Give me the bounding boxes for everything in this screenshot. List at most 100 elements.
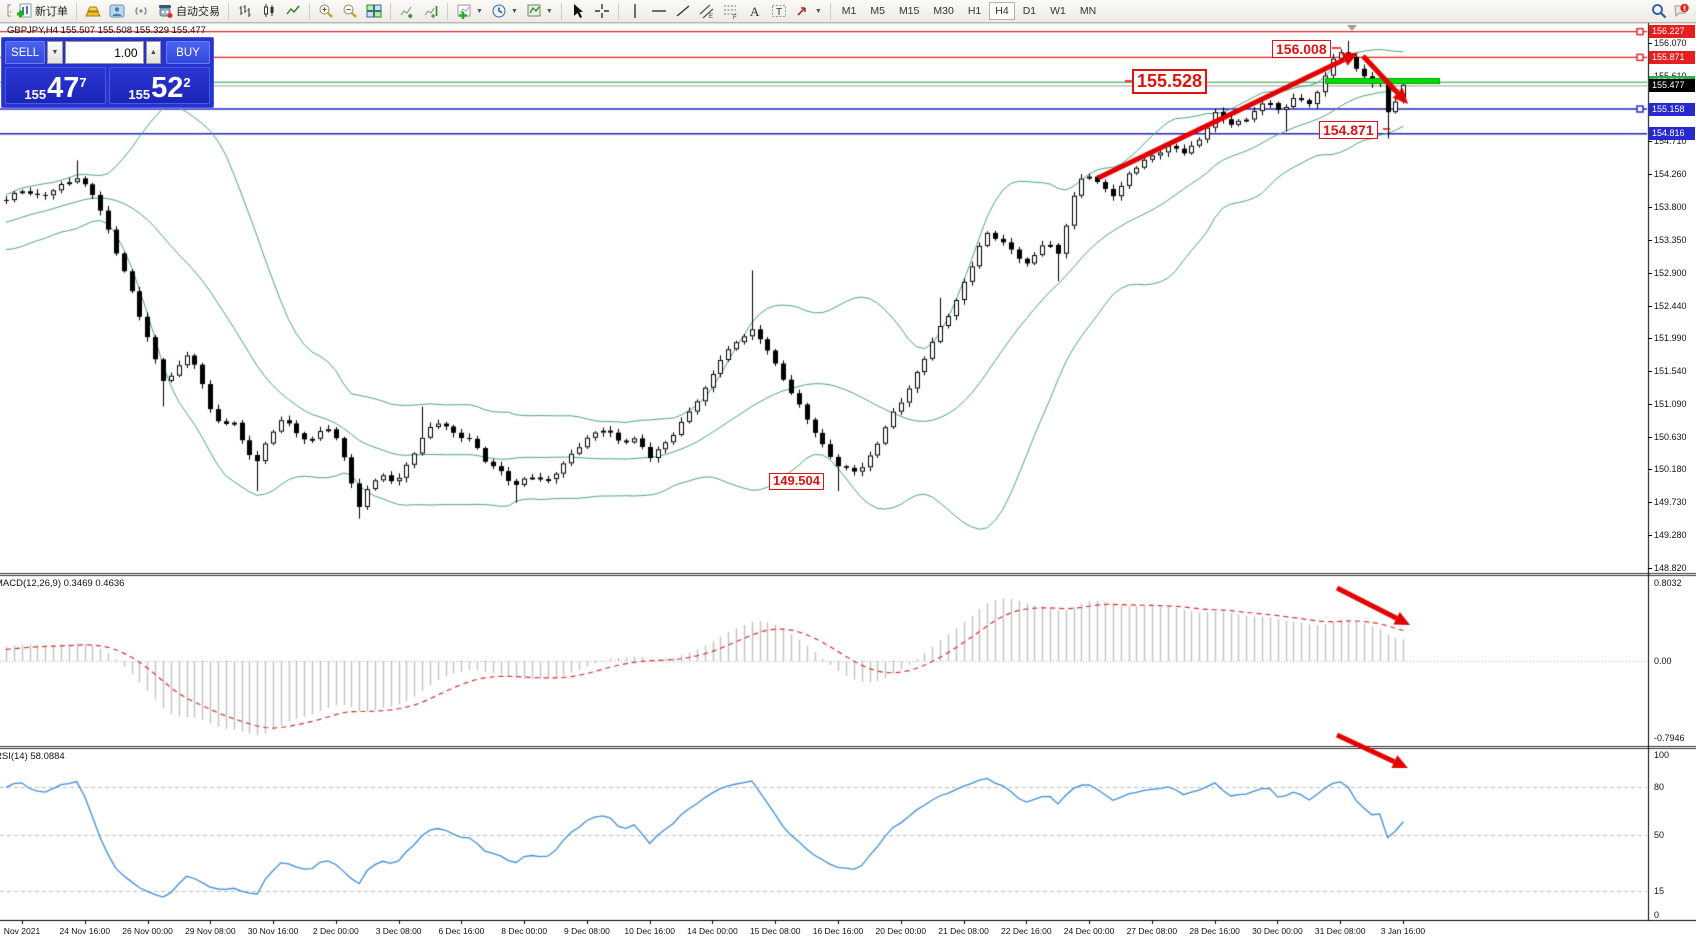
bar-chart-icon xyxy=(239,5,251,17)
templates-button[interactable]: ▼ xyxy=(523,1,556,21)
notification-icon[interactable] xyxy=(1673,3,1689,19)
buy-button[interactable]: BUY xyxy=(165,41,210,64)
price-tick-label: 151.090 xyxy=(1654,398,1687,409)
macd-axis-label: 0.8032 xyxy=(1654,578,1682,589)
trendline-icon xyxy=(676,5,690,17)
price-tick-mark xyxy=(1648,174,1652,176)
arrows-tool-button[interactable]: ▼ xyxy=(792,1,825,21)
vertical-line-icon xyxy=(634,4,636,18)
timeframe-h1[interactable]: H1 xyxy=(967,5,982,17)
zoom-out-button[interactable] xyxy=(339,1,361,21)
price-annotation-label[interactable]: 156.008 xyxy=(1272,40,1331,59)
buy-price-tile[interactable]: 155 52 2 xyxy=(109,67,210,104)
volume-decrease-button[interactable]: ▼ xyxy=(47,41,63,64)
timeframe-d1[interactable]: D1 xyxy=(1022,5,1037,17)
chart-shift-button[interactable] xyxy=(420,1,442,21)
date-label: 3 Jan 16:00 xyxy=(1380,926,1426,936)
timeframe-m5[interactable]: M5 xyxy=(870,5,885,17)
alerts-button[interactable] xyxy=(130,1,152,21)
new-order-label: 新订单 xyxy=(35,6,68,18)
macd-axis-label: 0.00 xyxy=(1654,656,1672,666)
price-tick-label: 153.800 xyxy=(1654,202,1687,213)
label-tool-button[interactable]: T xyxy=(768,1,790,21)
svg-text:E: E xyxy=(709,14,713,19)
date-label: 10 Dec 16:00 xyxy=(624,926,675,936)
new-order-icon xyxy=(17,3,32,18)
date-label: 27 Dec 08:00 xyxy=(1126,926,1178,936)
sell-button[interactable]: SELL xyxy=(5,41,46,64)
indicators-button[interactable]: ▼ xyxy=(453,1,486,21)
date-label: 31 Dec 08:00 xyxy=(1314,926,1366,936)
volume-increase-button[interactable]: ▲ xyxy=(145,41,161,64)
toolbar-separator xyxy=(76,2,77,20)
line-chart-mode-button[interactable] xyxy=(282,1,304,21)
hline-tool-button[interactable] xyxy=(648,1,670,21)
rsi-axis-label: 15 xyxy=(1654,886,1665,896)
zoom-in-button[interactable] xyxy=(315,1,337,21)
price-tick-mark xyxy=(1648,272,1652,274)
candle-chart-mode-button[interactable] xyxy=(258,1,280,21)
autotrading-button[interactable]: 自动交易 xyxy=(154,1,223,21)
timeframe-h4[interactable]: H4 xyxy=(989,2,1015,20)
timeframe-m15[interactable]: M15 xyxy=(898,5,920,17)
sell-price-tile[interactable]: 155 47 7 xyxy=(5,67,106,104)
price-tick-mark xyxy=(1648,207,1652,209)
date-label: 14 Dec 00:00 xyxy=(687,926,738,936)
timeframe-w1[interactable]: W1 xyxy=(1050,5,1066,17)
auto-scroll-icon xyxy=(400,6,413,19)
price-axis[interactable]: 156.070155.610154.710154.260153.800153.3… xyxy=(1648,23,1696,920)
line-chart-icon xyxy=(286,5,300,15)
arrow-objects-icon xyxy=(797,7,806,16)
timeframe-mn[interactable]: MN xyxy=(1079,5,1097,17)
rsi-axis-label: 0 xyxy=(1654,910,1660,920)
price-annotation-label[interactable]: 154.871 xyxy=(1319,121,1378,140)
chevron-down-icon: ▼ xyxy=(476,7,483,15)
tile-windows-button[interactable] xyxy=(363,1,385,21)
date-label: 20 Dec 00:00 xyxy=(875,926,927,936)
price-annotation-label[interactable]: 149.504 xyxy=(769,473,824,490)
price-tick-mark xyxy=(1648,469,1652,471)
cursor-tool-button[interactable] xyxy=(567,1,589,21)
sound-waves-icon xyxy=(135,7,147,15)
timeframe-m1[interactable]: M1 xyxy=(841,5,857,17)
price-annotation-label[interactable]: 155.528 xyxy=(1132,69,1208,94)
buy-price-sup: 2 xyxy=(183,75,191,90)
bar-chart-mode-button[interactable] xyxy=(234,1,256,21)
auto-scroll-button[interactable] xyxy=(396,1,418,21)
text-tool-button[interactable]: A xyxy=(744,1,766,21)
price-tick-label: 148.820 xyxy=(1654,562,1687,573)
sell-price-sup: 7 xyxy=(79,75,87,90)
community-button[interactable] xyxy=(106,1,128,21)
search-icon[interactable] xyxy=(1651,3,1667,19)
periods-button[interactable]: ▼ xyxy=(488,1,521,21)
trendline-tool-button[interactable] xyxy=(672,1,694,21)
vline-tool-button[interactable] xyxy=(624,1,646,21)
time-axis[interactable]: Nov 2021 24 Nov 16:00 26 Nov 00:00 29 Nov 0… xyxy=(0,920,1648,942)
date-label: Nov 2021 xyxy=(3,926,41,936)
volume-input[interactable] xyxy=(64,41,144,64)
indicators-icon xyxy=(457,4,471,19)
price-tick-label: 154.260 xyxy=(1654,169,1687,180)
timeframe-m30[interactable]: M30 xyxy=(933,5,954,17)
gold-button[interactable] xyxy=(82,1,104,21)
text-label-icon: T xyxy=(771,5,786,18)
date-label: 26 Nov 00:00 xyxy=(122,926,173,936)
price-tick-mark xyxy=(1648,43,1652,44)
new-order-button[interactable]: 新订单 xyxy=(13,1,71,21)
price-tick-label: 152.900 xyxy=(1654,267,1687,278)
fibonacci-tool-button[interactable]: F xyxy=(720,1,742,21)
price-tick-label: 149.280 xyxy=(1654,529,1687,540)
toolbar-separator xyxy=(447,2,448,20)
price-badge: 154.816 xyxy=(1649,127,1695,141)
toolbar-right-group xyxy=(1651,3,1693,19)
date-label: 3 Dec 08:00 xyxy=(375,926,422,936)
price-badge: 155.477 xyxy=(1649,79,1695,93)
text-icon: A xyxy=(750,4,760,19)
crosshair-tool-button[interactable] xyxy=(591,1,613,21)
new-chart-button[interactable] xyxy=(3,1,11,21)
channel-tool-button[interactable]: E xyxy=(696,1,718,21)
price-tick-label: 150.180 xyxy=(1654,464,1687,475)
buy-price-main: 52 xyxy=(151,72,184,105)
